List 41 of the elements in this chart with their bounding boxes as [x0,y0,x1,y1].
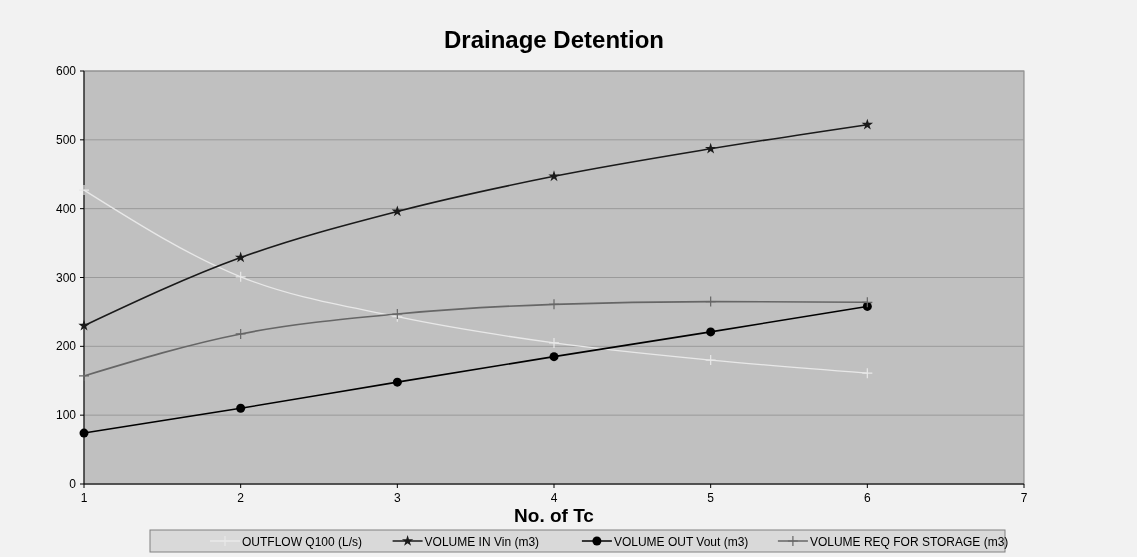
point [235,328,247,340]
point [861,367,873,379]
x-tick-label: 7 [1020,491,1028,505]
point [78,184,90,196]
y-tick-label: 0 [69,477,77,491]
y-tick-label: 100 [55,408,77,423]
x-axis-title: No. of Tc [514,505,595,526]
point [705,354,717,366]
point [392,377,402,387]
point [548,298,560,310]
x-tick-label: 4 [550,491,558,505]
x-tick-label: 1 [80,491,88,505]
y-tick-label: 600 [55,64,77,78]
point [234,251,247,263]
point [78,319,90,331]
point [549,352,559,362]
point [548,337,560,349]
y-tick-label: 400 [55,201,77,216]
point [861,118,874,130]
y-tick-label: 500 [55,132,77,147]
point [704,142,717,154]
legend-label: VOLUME REQ FOR STORAGE (m3) [809,534,1009,549]
point [706,327,716,337]
legend-label: OUTFLOW Q100 (L/s) [242,534,363,549]
point [548,170,560,182]
chart-title: Drainage Detention [443,26,665,53]
x-tick-label: 2 [237,491,245,505]
point [236,403,246,413]
point [235,271,247,283]
point [705,295,717,308]
point [861,296,873,308]
x-tick-label: 6 [863,491,871,505]
y-tick-label: 200 [55,339,77,354]
legend-label: VOLUME OUT Vout (m3) [613,534,749,549]
point [391,205,404,217]
point [78,370,90,382]
y-tick-label: 300 [55,270,77,285]
x-tick-label: 5 [707,491,715,505]
x-tick-label: 3 [393,491,401,505]
legend-label: VOLUME IN Vin (m3) [424,534,540,549]
point [79,428,89,438]
